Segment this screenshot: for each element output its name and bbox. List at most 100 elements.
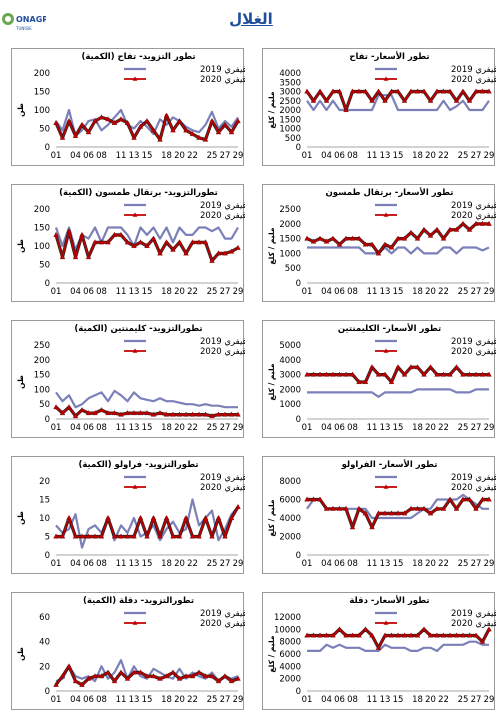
data-point-2020	[304, 371, 310, 377]
data-point-2020	[460, 496, 466, 502]
data-point-2020	[196, 134, 202, 140]
data-point-2020	[170, 669, 176, 675]
data-point-2020	[183, 127, 189, 133]
x-tick-label: 15	[142, 287, 153, 297]
data-point-2020	[388, 88, 395, 94]
data-point-2020	[124, 675, 131, 681]
data-point-2020	[421, 88, 427, 94]
data-point-2020	[382, 371, 388, 377]
data-point-2020	[105, 239, 111, 245]
data-point-2020	[72, 254, 79, 260]
data-point-2020	[85, 410, 92, 416]
y-tick-label: 6000	[279, 496, 301, 506]
x-tick-label: 25	[207, 559, 218, 569]
data-point-2020	[375, 510, 382, 516]
data-point-2020	[343, 371, 349, 377]
legend-label-2020: فيفري 2020	[200, 483, 245, 493]
legend-label-2019: فيفري 2019	[200, 65, 245, 75]
chart-panel-price-orange: تطور الأسعار- برتقال طمسون 0 500 1000 1500 20…	[262, 184, 496, 302]
x-tick-label: 20	[174, 423, 185, 433]
data-point-2020	[53, 404, 59, 410]
data-point-2020	[92, 118, 98, 124]
data-point-2020	[310, 496, 317, 502]
data-point-2020	[124, 533, 131, 539]
y-tick-label: 4000	[279, 356, 301, 366]
data-point-2020	[209, 533, 215, 539]
x-tick-label: 11	[367, 287, 378, 297]
data-point-2020	[401, 510, 408, 516]
x-tick-label: 06	[334, 559, 345, 569]
x-tick-label: 15	[142, 151, 153, 161]
data-point-2020	[369, 97, 375, 103]
data-point-2020	[176, 239, 183, 245]
y-axis-label: مليم / كلغ	[267, 227, 276, 265]
data-point-2020	[343, 235, 349, 241]
data-point-2020	[85, 533, 92, 539]
data-point-2020	[408, 88, 414, 94]
data-point-2020	[228, 678, 235, 684]
data-point-2020	[382, 241, 388, 247]
x-tick-label: 13	[380, 287, 391, 297]
data-point-2020	[479, 220, 486, 226]
x-tick-label: 06	[334, 287, 345, 297]
y-tick-label: 20	[39, 662, 50, 672]
data-point-2020	[479, 88, 486, 94]
data-point-2020	[453, 97, 460, 103]
x-tick-label: 08	[96, 695, 107, 705]
x-tick-label: 29	[233, 695, 244, 705]
data-point-2020	[157, 410, 163, 416]
data-point-2020	[163, 239, 170, 245]
data-point-2020	[209, 413, 215, 419]
data-point-2020	[79, 533, 85, 539]
legend-label-2019: فيفري 2019	[451, 201, 496, 211]
x-tick-label: 01	[51, 423, 62, 433]
x-tick-label: 13	[129, 151, 140, 161]
series-line-2019	[55, 389, 238, 409]
y-tick-label: 40	[39, 638, 50, 648]
data-point-2020	[111, 119, 118, 125]
legend-marker-2020	[383, 484, 389, 489]
data-point-2020	[124, 410, 131, 416]
y-tick-label: 0	[45, 551, 50, 561]
data-point-2020	[460, 220, 466, 226]
data-point-2020	[479, 496, 486, 502]
data-point-2020	[356, 632, 362, 638]
data-point-2020	[111, 533, 118, 539]
x-tick-label: 27	[471, 695, 482, 705]
data-point-2020	[92, 239, 98, 245]
data-point-2020	[440, 235, 447, 241]
x-tick-label: 22	[187, 287, 198, 297]
data-point-2020	[105, 514, 111, 520]
legend-marker-2020	[383, 620, 389, 625]
data-point-2020	[323, 238, 330, 244]
data-point-2020	[131, 669, 137, 675]
data-point-2020	[349, 632, 356, 638]
data-point-2020	[189, 673, 196, 679]
data-point-2020	[189, 533, 196, 539]
data-point-2020	[408, 364, 414, 370]
y-tick-label: 8000	[279, 638, 301, 648]
legend-label-2020: فيفري 2020	[200, 619, 245, 629]
y-tick-label: 4000	[279, 514, 301, 524]
data-point-2020	[59, 533, 66, 539]
data-point-2020	[382, 97, 388, 103]
data-point-2020	[118, 116, 124, 122]
y-tick-label: 3500	[279, 78, 301, 88]
x-tick-label: 06	[83, 559, 94, 569]
legend-marker-2020	[383, 348, 389, 353]
data-point-2020	[356, 88, 362, 94]
data-point-2020	[408, 632, 414, 638]
x-tick-label: 04	[321, 559, 332, 569]
data-point-2020	[310, 97, 317, 103]
data-point-2020	[235, 503, 241, 509]
data-point-2020	[59, 673, 66, 679]
data-point-2020	[235, 675, 241, 681]
x-tick-label: 18	[412, 559, 423, 569]
chart-panel-supply-orange: تطورالتزويد- برتقال طمسون (الكمية) 0 50 100…	[11, 184, 245, 302]
y-axis-label: مليم / كلغ	[267, 499, 276, 537]
chart-svg-supply-orange: تطورالتزويد- برتقال طمسون (الكمية) 0 50 100…	[16, 188, 245, 297]
data-point-2020	[317, 235, 323, 241]
y-axis-label: طن	[16, 375, 25, 389]
data-point-2020	[144, 673, 150, 679]
y-tick-label: 60	[39, 613, 50, 623]
